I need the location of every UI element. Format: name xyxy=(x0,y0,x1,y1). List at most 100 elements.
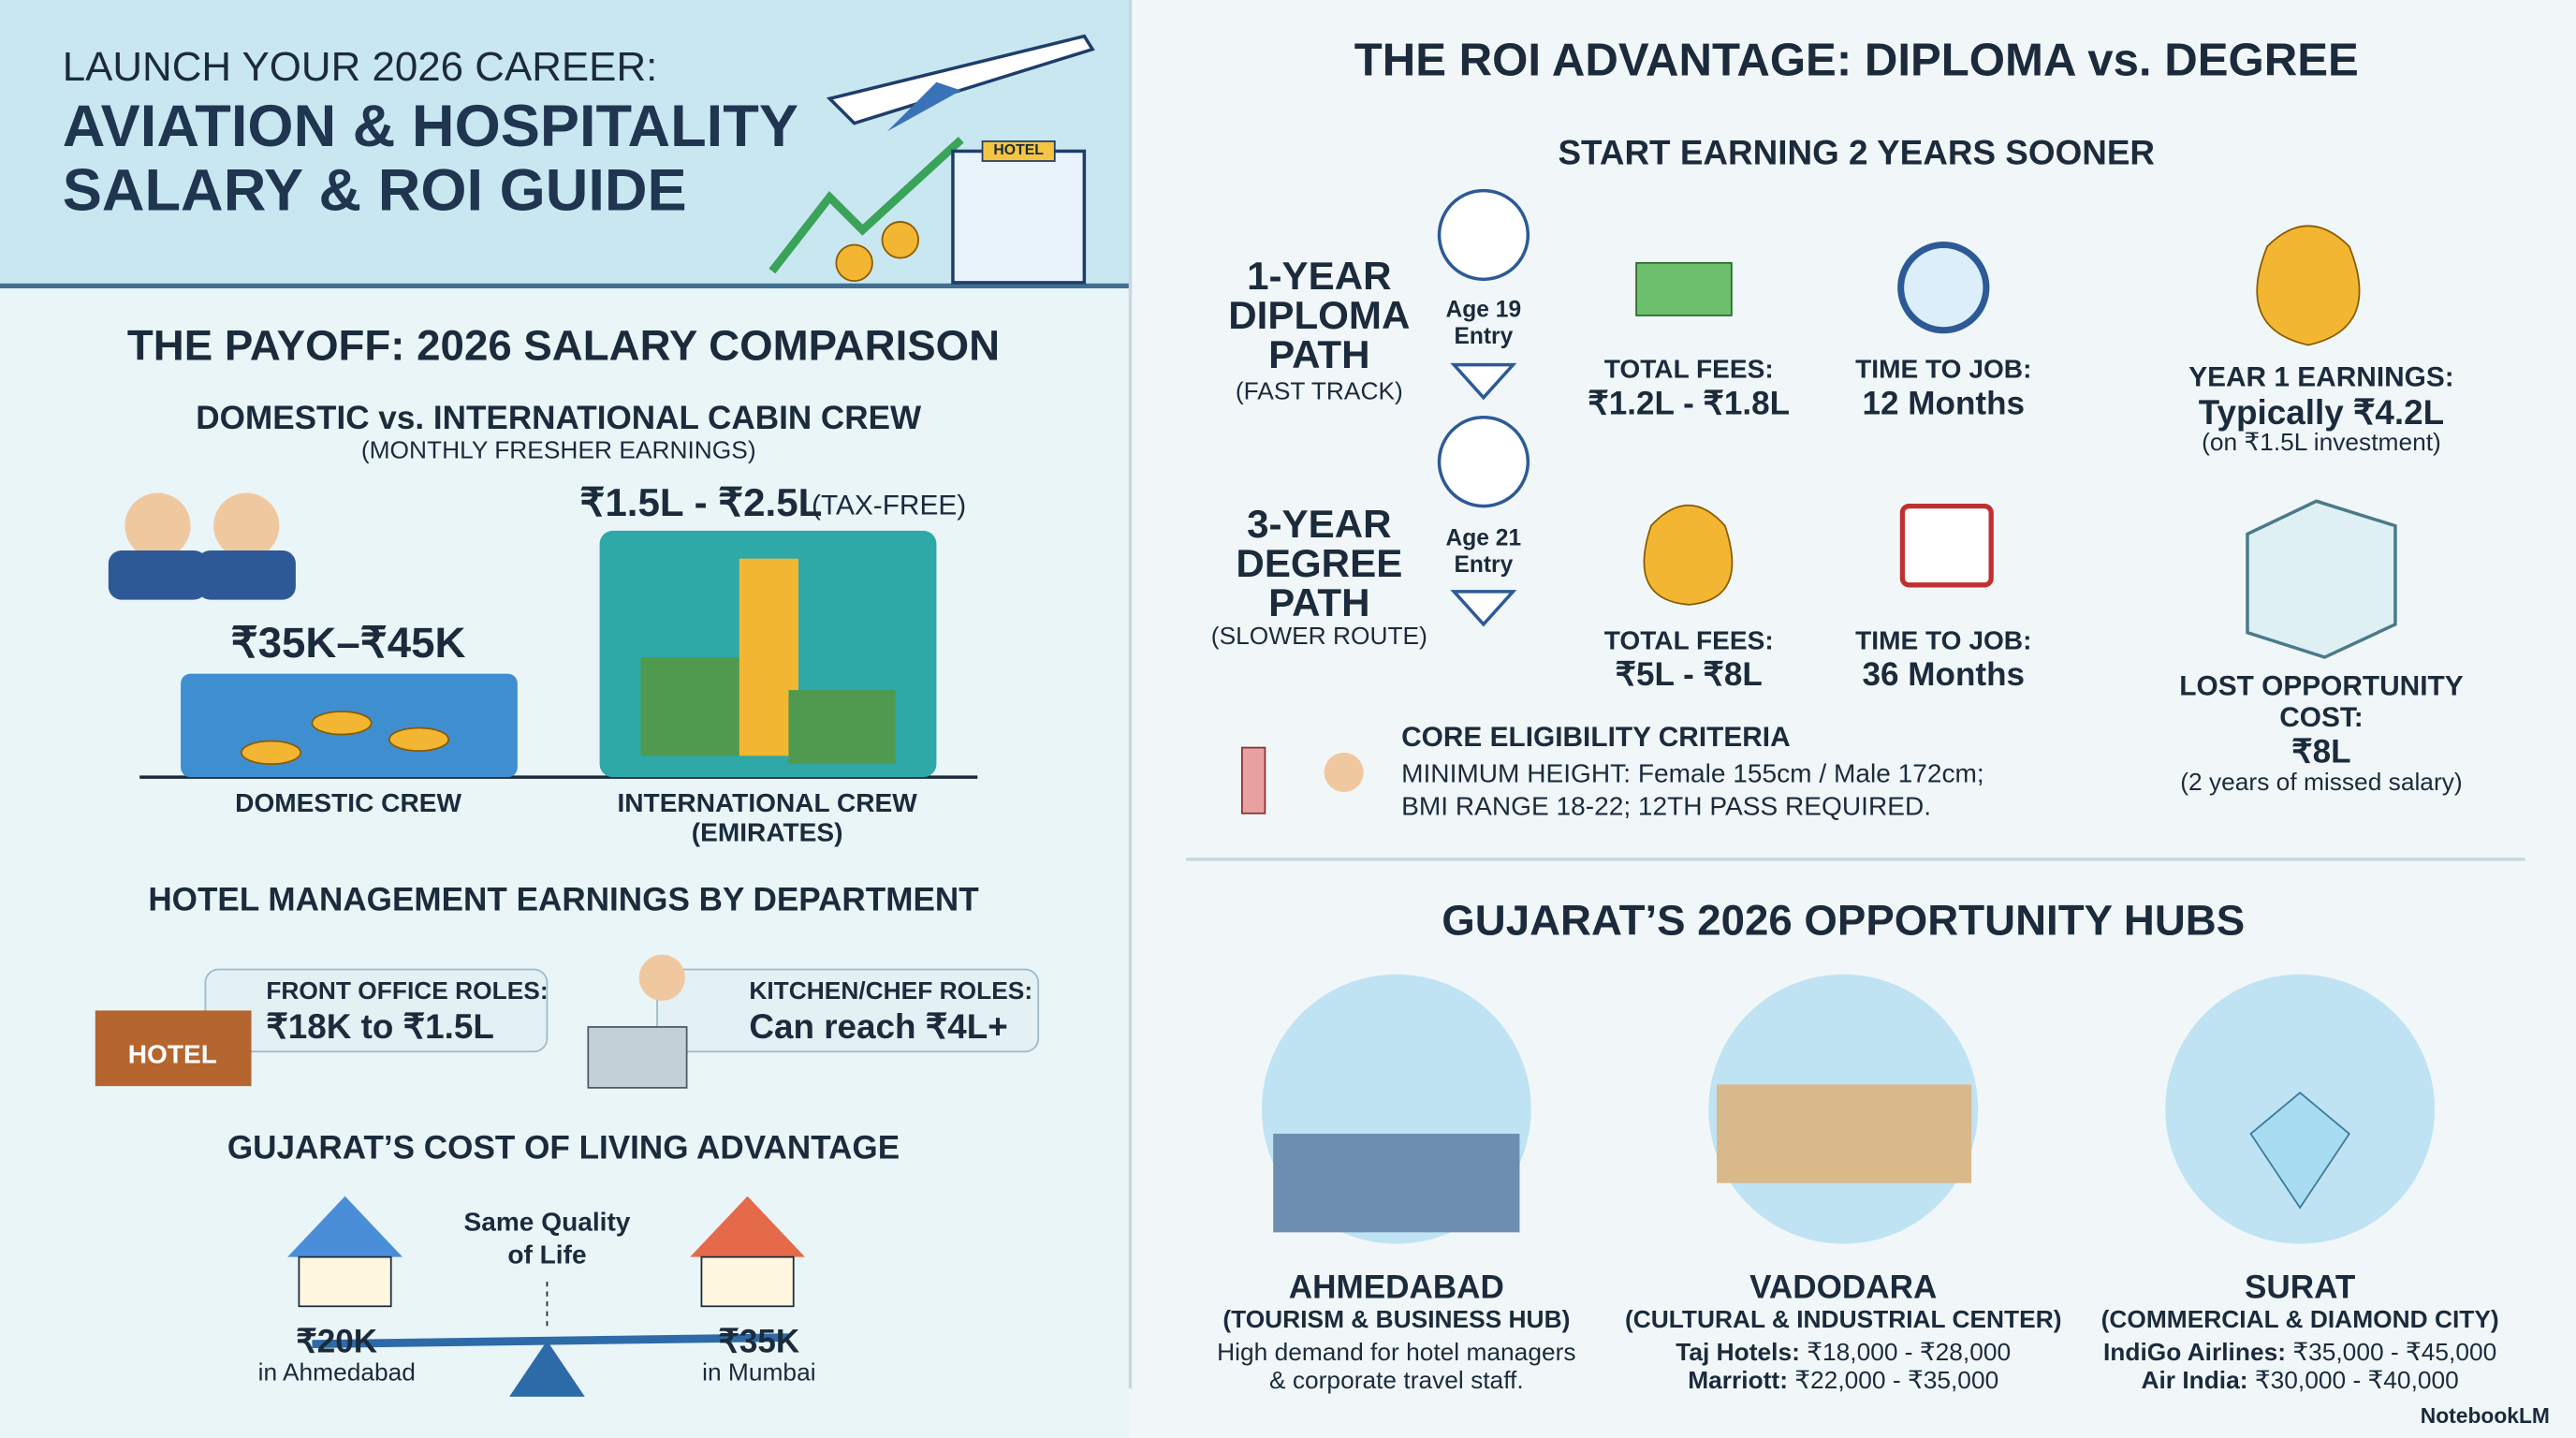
growth-arrow xyxy=(768,136,964,274)
role-label: FRONT OFFICE ROLES: xyxy=(266,977,549,1006)
path-name: DIPLOMA xyxy=(1228,294,1411,339)
person-icon xyxy=(1240,746,1266,814)
path-name: 3-YEAR xyxy=(1247,503,1392,548)
city-line: & corporate travel staff. xyxy=(1268,1367,1524,1396)
section-title: HOTEL MANAGEMENT EARNINGS BY DEPARTMENT xyxy=(148,882,979,919)
earnings-value: Typically ₹4.2L xyxy=(2198,394,2445,433)
city-row: IndiGo Airlines: ₹35,000 - ₹45,000 xyxy=(2102,1339,2497,1368)
calendar xyxy=(1899,503,1994,588)
city-illustration xyxy=(1717,1084,1972,1183)
house xyxy=(700,1255,795,1308)
city-name: AHMEDABAD xyxy=(1288,1269,1504,1307)
domestic-value: ₹35K–₹45K xyxy=(230,617,466,668)
lost-value: ₹8L xyxy=(2291,734,2351,771)
cost-place: in Mumbai xyxy=(702,1358,816,1387)
coin-stack xyxy=(388,726,450,752)
lost-label: LOST OPPORTUNITY xyxy=(2179,670,2464,702)
house xyxy=(287,1196,402,1257)
title-line: AVIATION & HOSPITALITY xyxy=(62,92,798,160)
center-note: of Life xyxy=(507,1241,587,1270)
international-value: ₹1.5L - ₹2.5L xyxy=(579,481,823,526)
title-line: SALARY & ROI GUIDE xyxy=(62,155,687,224)
cash-stack xyxy=(640,657,739,756)
section-title: THE PAYOFF: 2026 SALARY COMPARISON xyxy=(126,320,1001,370)
seesaw xyxy=(312,1333,789,1349)
desk-sign: HOTEL xyxy=(127,1041,217,1070)
city-tag: (CULTURAL & INDUSTRIAL CENTER) xyxy=(1624,1306,2062,1335)
kicker: LAUNCH YOUR 2026 CAREER: xyxy=(62,44,658,91)
kitchen-box xyxy=(656,968,1040,1053)
coin-stack xyxy=(241,740,302,765)
section-title: GUJARAT’S 2026 OPPORTUNITY HUBS xyxy=(1442,895,2246,946)
row-value: ₹22,000 - ₹35,000 xyxy=(1794,1367,1999,1396)
international-label: (EMIRATES) xyxy=(691,819,843,848)
pin-text: Age 21 xyxy=(1445,523,1522,550)
pin xyxy=(1437,188,1530,401)
coin xyxy=(881,221,919,259)
row-label: IndiGo Airlines: xyxy=(2102,1339,2287,1368)
chef-icon xyxy=(638,954,685,1001)
fees-value: ₹5L - ₹8L xyxy=(1615,657,1763,694)
cost-place: in Ahmedabad xyxy=(257,1358,416,1387)
plane-wing xyxy=(886,81,961,132)
row-value: ₹30,000 - ₹40,000 xyxy=(2254,1367,2459,1396)
front-box xyxy=(204,968,549,1053)
fees-label: TOTAL FEES: xyxy=(1603,627,1774,656)
crew-icon xyxy=(197,550,296,600)
city-row: Marriott: ₹22,000 - ₹35,000 xyxy=(1688,1367,1999,1396)
cost-value: ₹35K xyxy=(718,1324,800,1361)
row-value: ₹35,000 - ₹45,000 xyxy=(2292,1339,2497,1368)
time-value: 36 Months xyxy=(1862,657,2026,694)
eligibility-title: CORE ELIGIBILITY CRITERIA xyxy=(1401,721,1791,753)
money-bag xyxy=(2256,225,2361,346)
role-value: Can reach ₹4L+ xyxy=(749,1008,1008,1047)
plane xyxy=(826,34,1095,125)
row-label: Marriott: xyxy=(1688,1367,1788,1396)
stove xyxy=(587,1026,688,1089)
coin-tower xyxy=(739,558,798,756)
role-value: ₹18K to ₹1.5L xyxy=(266,1008,494,1047)
pin-text: Entry xyxy=(1454,321,1514,349)
city-tag: (COMMERCIAL & DIAMOND CITY) xyxy=(2100,1306,2499,1335)
cost-value: ₹20K xyxy=(296,1324,378,1361)
city-line: High demand for hotel managers xyxy=(1217,1339,1576,1368)
path-note: (FAST TRACK) xyxy=(1235,377,1403,406)
lost-note: (2 years of missed salary) xyxy=(2180,769,2463,798)
crew-icon xyxy=(124,492,191,559)
row-label: Taj Hotels: xyxy=(1676,1339,1800,1368)
section-title: GUJARAT’S COST OF LIVING ADVANTAGE xyxy=(227,1130,900,1167)
tax-tag: (TAX-FREE) xyxy=(812,490,967,521)
city-name: VADODARA xyxy=(1749,1269,1938,1307)
money-bag xyxy=(1643,504,1734,606)
earnings-note: (on ₹1.5L investment) xyxy=(2202,429,2441,457)
lost-label: COST: xyxy=(2279,701,2364,733)
subtitle: START EARNING 2 YEARS SOONER xyxy=(1558,134,2156,173)
stopwatch xyxy=(1897,241,1990,334)
earnings-label: YEAR 1 EARNINGS: xyxy=(2188,361,2454,393)
cash-icon xyxy=(1635,261,1733,316)
path-name: PATH xyxy=(1268,333,1370,378)
path-name: PATH xyxy=(1268,581,1370,626)
city-tag: (TOURISM & BUSINESS HUB) xyxy=(1222,1306,1571,1335)
house xyxy=(298,1255,392,1308)
row-label: Air India: xyxy=(2141,1367,2248,1396)
header-band xyxy=(0,0,1131,286)
fees-label: TOTAL FEES: xyxy=(1603,356,1774,385)
empty-cube xyxy=(2246,499,2397,659)
crew-icon xyxy=(213,492,280,559)
graduate-icon xyxy=(1324,752,1364,792)
subtitle: DOMESTIC vs. INTERNATIONAL CABIN CREW xyxy=(196,401,922,437)
hotel-sign-text: HOTEL xyxy=(993,140,1044,158)
time-label: TIME TO JOB: xyxy=(1855,627,2032,656)
path-name: 1-YEAR xyxy=(1247,255,1392,300)
hotel-sign xyxy=(981,140,1056,162)
eligibility-line: MINIMUM HEIGHT: Female 155cm / Male 172c… xyxy=(1401,760,1984,789)
pin-text: Age 19 xyxy=(1445,295,1522,322)
fees-value: ₹1.2L - ₹1.8L xyxy=(1588,386,1791,423)
hotel-desk xyxy=(95,1010,252,1087)
coin-stack xyxy=(311,711,373,736)
time-value: 12 Months xyxy=(1862,386,2026,423)
